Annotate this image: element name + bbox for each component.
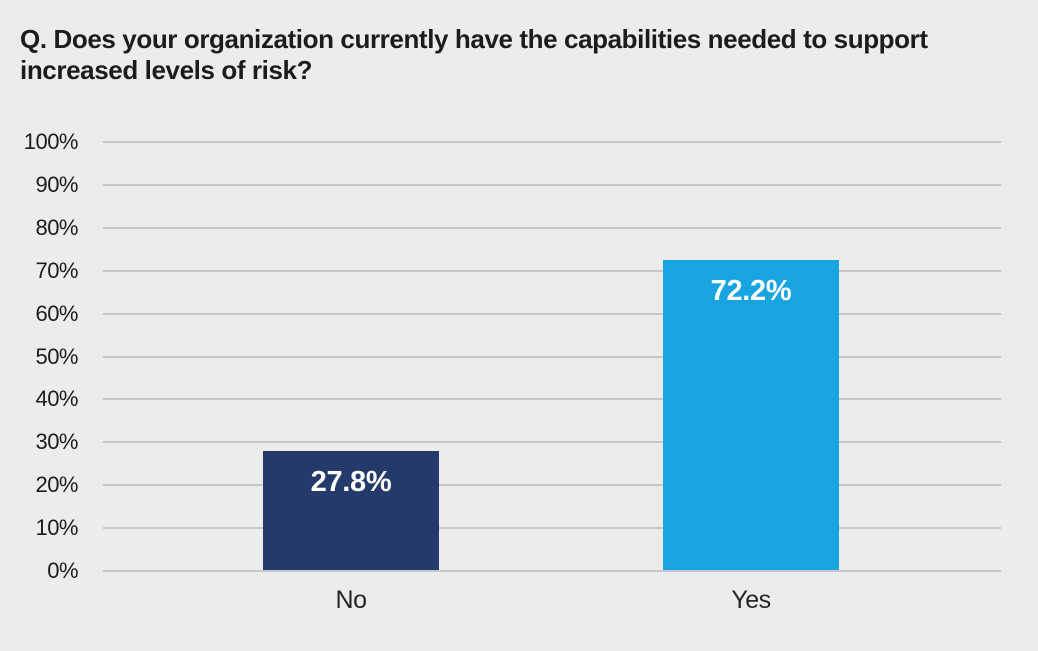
y-tick-label-90: 90% <box>35 171 78 197</box>
bar-no: 27.8% <box>263 451 439 570</box>
y-tick-label-0: 0% <box>47 558 78 583</box>
y-tick-label-40: 40% <box>35 386 78 412</box>
y-gridline-10 <box>103 527 1001 530</box>
y-tick-label-10: 10% <box>35 515 78 541</box>
y-gridline-50 <box>103 355 1001 358</box>
y-tick-label-70: 70% <box>35 257 78 283</box>
y-gridline-100 <box>103 141 1001 143</box>
chart-question-title: Q. Does your organization currently have… <box>20 24 928 86</box>
y-gridline-80 <box>103 226 1001 229</box>
y-tick-label-80: 80% <box>35 214 78 240</box>
title-line-1: Q. Does your organization currently have… <box>20 24 928 54</box>
bar-yes: 72.2% <box>663 260 839 570</box>
y-gridline-20 <box>103 484 1001 487</box>
y-tick-label-30: 30% <box>35 429 78 455</box>
y-gridline-0 <box>103 570 1001 572</box>
y-tick-label-20: 20% <box>35 472 78 498</box>
x-axis-label-no: No <box>335 586 367 614</box>
y-gridline-40 <box>103 398 1001 401</box>
plot-area: 0% 10% 20% 30% 40% 50% 60% 70% 80% 90% 1… <box>24 129 1001 614</box>
bar-no-value-label: 27.8% <box>310 466 392 498</box>
x-axis-label-yes: Yes <box>731 586 771 614</box>
y-tick-label-50: 50% <box>35 343 78 369</box>
y-gridline-60 <box>103 312 1001 315</box>
y-tick-label-100: 100% <box>23 129 79 154</box>
y-gridline-90 <box>103 183 1001 186</box>
title-line-2: increased levels of risk? <box>20 55 313 85</box>
y-gridline-30 <box>103 441 1001 444</box>
bar-yes-value-label: 72.2% <box>710 275 792 307</box>
y-tick-label-60: 60% <box>35 300 78 326</box>
y-gridline-70 <box>103 269 1001 272</box>
